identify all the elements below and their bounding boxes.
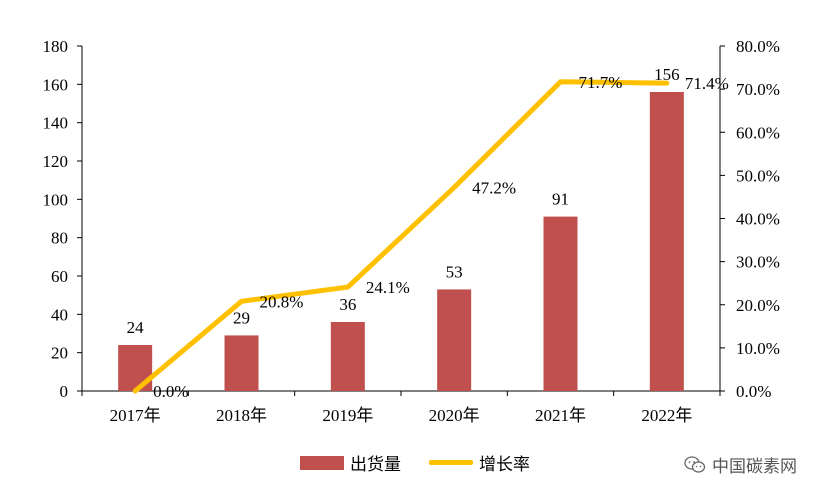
watermark-text: 中国碳素网 bbox=[712, 457, 797, 477]
left-tick-label: 80 bbox=[51, 229, 68, 248]
right-tick-label: 60.0% bbox=[736, 123, 780, 142]
bar bbox=[543, 216, 578, 391]
right-tick-label: 50.0% bbox=[736, 166, 780, 185]
bar-data-label: 36 bbox=[339, 295, 356, 314]
left-tick-label: 60 bbox=[51, 267, 68, 286]
x-tick-label: 2020年 bbox=[429, 406, 480, 425]
left-tick-label: 100 bbox=[43, 190, 69, 209]
line-data-label: 47.2% bbox=[472, 178, 516, 197]
left-tick-label: 160 bbox=[43, 75, 69, 94]
legend-label-line: 增长率 bbox=[479, 455, 530, 474]
legend-item-bar: 出货量 bbox=[300, 450, 401, 475]
right-tick-label: 80.0% bbox=[736, 37, 780, 56]
left-tick-label: 140 bbox=[43, 114, 69, 133]
line-data-label: 24.1% bbox=[366, 278, 410, 297]
bar bbox=[330, 322, 365, 391]
line-data-label: 71.4% bbox=[685, 74, 729, 93]
bar-data-label: 156 bbox=[654, 65, 680, 84]
left-tick-label: 120 bbox=[43, 152, 69, 171]
right-tick-label: 10.0% bbox=[736, 339, 780, 358]
bar bbox=[437, 289, 472, 391]
legend-swatch-line bbox=[429, 460, 473, 465]
watermark: 中国碳素网 bbox=[684, 452, 797, 477]
bar-data-label: 24 bbox=[127, 318, 145, 337]
data-labels: 24 29 36 53 91 156 0.0% 20.8% 24.1% 47.2% 71.7% 71.… bbox=[127, 65, 729, 401]
bar-data-label: 53 bbox=[446, 262, 463, 281]
right-tick-label: 0.0% bbox=[736, 382, 771, 401]
right-tick-label: 70.0% bbox=[736, 80, 780, 99]
right-tick-label: 30.0% bbox=[736, 253, 780, 272]
right-tick-label: 20.0% bbox=[736, 296, 780, 315]
x-tick-label: 2022年 bbox=[641, 406, 692, 425]
legend-item-line: 增长率 bbox=[429, 450, 530, 475]
x-tick-label: 2018年 bbox=[216, 406, 267, 425]
line-data-label: 0.0% bbox=[153, 382, 188, 401]
left-tick-label: 180 bbox=[43, 37, 69, 56]
legend-swatch-bar bbox=[300, 455, 344, 470]
bar bbox=[224, 335, 259, 391]
line-series bbox=[132, 79, 670, 394]
x-tick-label: 2021年 bbox=[535, 406, 586, 425]
left-tick-label: 0 bbox=[60, 382, 69, 401]
growth-line bbox=[132, 79, 670, 394]
right-tick-label: 40.0% bbox=[736, 210, 780, 229]
bar-data-label: 91 bbox=[552, 190, 569, 209]
line-data-label: 20.8% bbox=[260, 292, 304, 311]
bar bbox=[649, 92, 684, 391]
bar-series bbox=[118, 92, 684, 391]
legend-label-bar: 出货量 bbox=[350, 455, 401, 474]
x-tick-label: 2017年 bbox=[110, 406, 161, 425]
bar-data-label: 29 bbox=[233, 308, 250, 327]
wechat-icon bbox=[684, 455, 706, 473]
legend: 出货量 增长率 bbox=[300, 450, 530, 475]
left-tick-label: 40 bbox=[51, 305, 68, 324]
line-data-label: 71.7% bbox=[579, 73, 623, 92]
x-tick-label: 2019年 bbox=[322, 406, 373, 425]
axes: 0 20 40 60 80 100 120 140 160 180 0.0% 10.0% 20.0% 30… bbox=[43, 37, 780, 425]
left-tick-label: 20 bbox=[51, 344, 68, 363]
